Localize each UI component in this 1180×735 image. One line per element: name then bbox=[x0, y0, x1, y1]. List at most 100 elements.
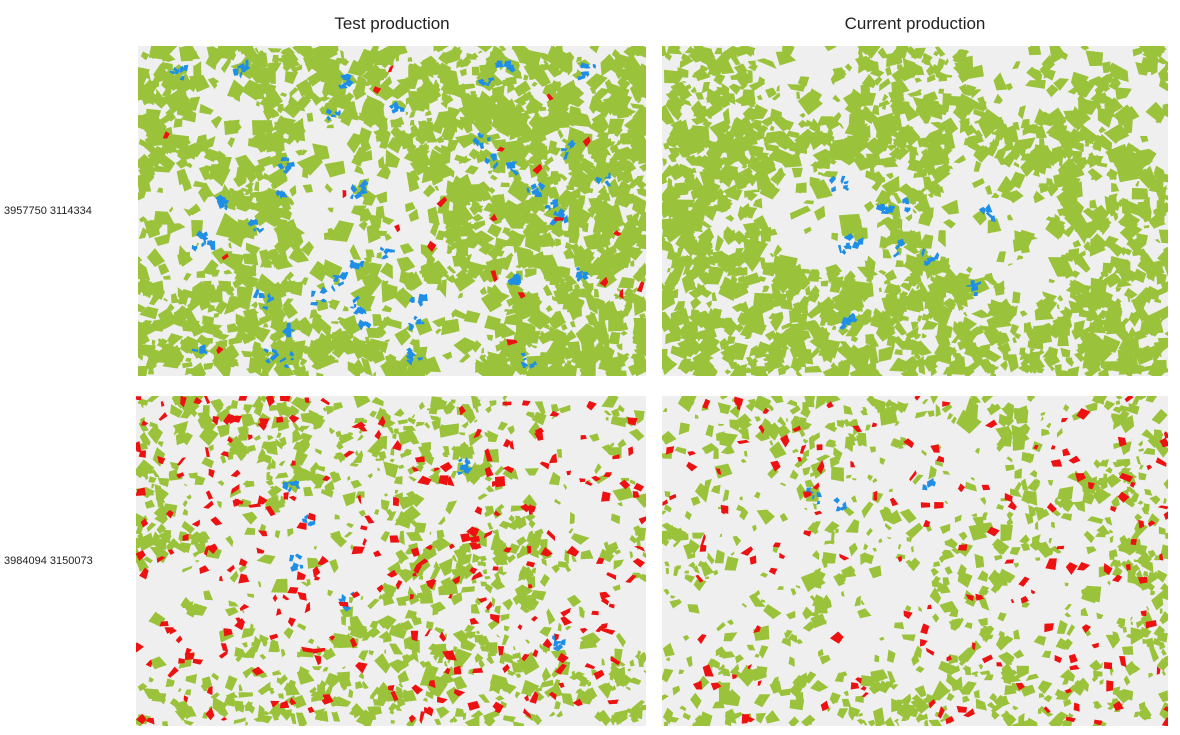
blue-parcel bbox=[843, 180, 849, 185]
field-parcel bbox=[278, 436, 287, 447]
field-parcel bbox=[247, 444, 257, 453]
field-parcel bbox=[623, 215, 641, 233]
field-parcel bbox=[1095, 276, 1104, 284]
field-parcel bbox=[528, 530, 534, 537]
field-parcel bbox=[182, 508, 189, 516]
blue-parcel bbox=[282, 482, 289, 491]
field-parcel bbox=[790, 363, 802, 374]
field-parcel bbox=[1005, 83, 1013, 91]
blue-parcel bbox=[985, 203, 993, 213]
field-parcel bbox=[838, 341, 852, 349]
field-parcel bbox=[798, 119, 809, 129]
field-parcel bbox=[764, 143, 780, 152]
blue-parcel bbox=[576, 266, 580, 271]
field-parcel bbox=[464, 624, 476, 633]
field-parcel bbox=[387, 427, 394, 434]
field-parcel bbox=[926, 264, 942, 276]
field-parcel bbox=[474, 220, 486, 231]
field-parcel bbox=[416, 461, 427, 467]
field-parcel bbox=[349, 317, 354, 321]
field-parcel bbox=[595, 151, 608, 163]
field-parcel bbox=[210, 692, 220, 700]
blue-parcel bbox=[608, 172, 611, 178]
field-parcel bbox=[353, 396, 371, 409]
field-parcel bbox=[691, 196, 708, 211]
field-parcel bbox=[329, 427, 336, 435]
field-parcel bbox=[903, 259, 919, 274]
field-parcel bbox=[600, 228, 615, 244]
field-parcel bbox=[208, 57, 215, 62]
field-parcel bbox=[201, 259, 219, 275]
field-parcel bbox=[398, 682, 404, 688]
field-parcel bbox=[470, 90, 477, 96]
blue-parcel bbox=[604, 180, 612, 187]
field-parcel bbox=[216, 424, 230, 438]
red-parcel bbox=[216, 346, 224, 355]
field-parcel bbox=[425, 690, 434, 700]
blue-parcel bbox=[338, 272, 348, 281]
field-parcel bbox=[196, 270, 206, 278]
field-parcel bbox=[465, 631, 476, 638]
field-parcel bbox=[634, 81, 646, 99]
field-parcel bbox=[706, 300, 712, 309]
field-parcel bbox=[989, 373, 996, 376]
field-parcel bbox=[769, 253, 775, 258]
field-parcel bbox=[547, 106, 562, 123]
field-parcel bbox=[741, 163, 748, 169]
red-parcel bbox=[389, 535, 400, 543]
field-parcel bbox=[935, 71, 944, 80]
blue-parcel bbox=[897, 239, 902, 246]
field-parcel bbox=[857, 157, 868, 163]
field-parcel bbox=[554, 238, 562, 247]
field-parcel bbox=[728, 83, 742, 95]
field-parcel bbox=[330, 321, 339, 325]
field-parcel bbox=[394, 510, 406, 526]
field-parcel bbox=[233, 263, 253, 285]
field-parcel bbox=[478, 561, 487, 567]
red-parcel bbox=[296, 571, 306, 580]
field-parcel bbox=[539, 573, 550, 587]
field-parcel bbox=[418, 121, 434, 129]
field-parcel bbox=[667, 177, 673, 188]
red-parcel bbox=[490, 613, 500, 624]
blue-parcel bbox=[846, 243, 852, 250]
field-parcel bbox=[1049, 365, 1056, 372]
field-parcel bbox=[493, 100, 509, 117]
field-parcel bbox=[365, 327, 381, 339]
blue-parcel bbox=[837, 244, 842, 254]
red-parcel bbox=[265, 505, 276, 517]
field-parcel bbox=[733, 117, 743, 127]
field-parcel bbox=[322, 666, 329, 672]
blue-parcel bbox=[843, 184, 849, 189]
red-parcel bbox=[584, 663, 596, 670]
field-parcel bbox=[341, 58, 347, 64]
field-parcel bbox=[460, 586, 475, 593]
field-parcel bbox=[257, 681, 271, 696]
field-parcel bbox=[816, 116, 834, 127]
field-parcel bbox=[1146, 271, 1155, 282]
field-parcel bbox=[850, 334, 859, 343]
field-parcel bbox=[605, 541, 619, 559]
red-parcel bbox=[529, 690, 539, 704]
blue-parcel bbox=[335, 109, 341, 117]
red-parcel bbox=[601, 596, 609, 606]
field-parcel bbox=[915, 275, 920, 285]
field-parcel bbox=[996, 157, 1007, 166]
blue-parcel bbox=[604, 176, 612, 179]
field-parcel bbox=[1131, 187, 1149, 200]
field-parcel bbox=[546, 345, 556, 354]
field-parcel bbox=[596, 333, 610, 347]
field-parcel bbox=[828, 158, 837, 165]
field-parcel bbox=[492, 249, 505, 257]
field-parcel bbox=[672, 182, 690, 196]
field-parcel bbox=[224, 607, 239, 617]
field-parcel bbox=[662, 355, 673, 370]
field-parcel bbox=[334, 514, 340, 520]
blue-parcel bbox=[290, 357, 295, 361]
field-parcel bbox=[137, 398, 149, 406]
field-parcel bbox=[442, 136, 449, 141]
field-parcel bbox=[1143, 196, 1150, 211]
field-parcel bbox=[303, 468, 315, 480]
blue-parcel bbox=[198, 345, 205, 353]
blue-parcel bbox=[399, 106, 405, 112]
